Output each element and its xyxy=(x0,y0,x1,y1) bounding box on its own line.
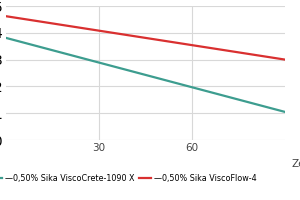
Legend: —0,50% Sika ViscoCrete-1090 X, —0,50% Sika ViscoFlow-4: —0,50% Sika ViscoCrete-1090 X, —0,50% Si… xyxy=(0,174,256,183)
Text: Zeit: Zeit xyxy=(292,159,300,169)
